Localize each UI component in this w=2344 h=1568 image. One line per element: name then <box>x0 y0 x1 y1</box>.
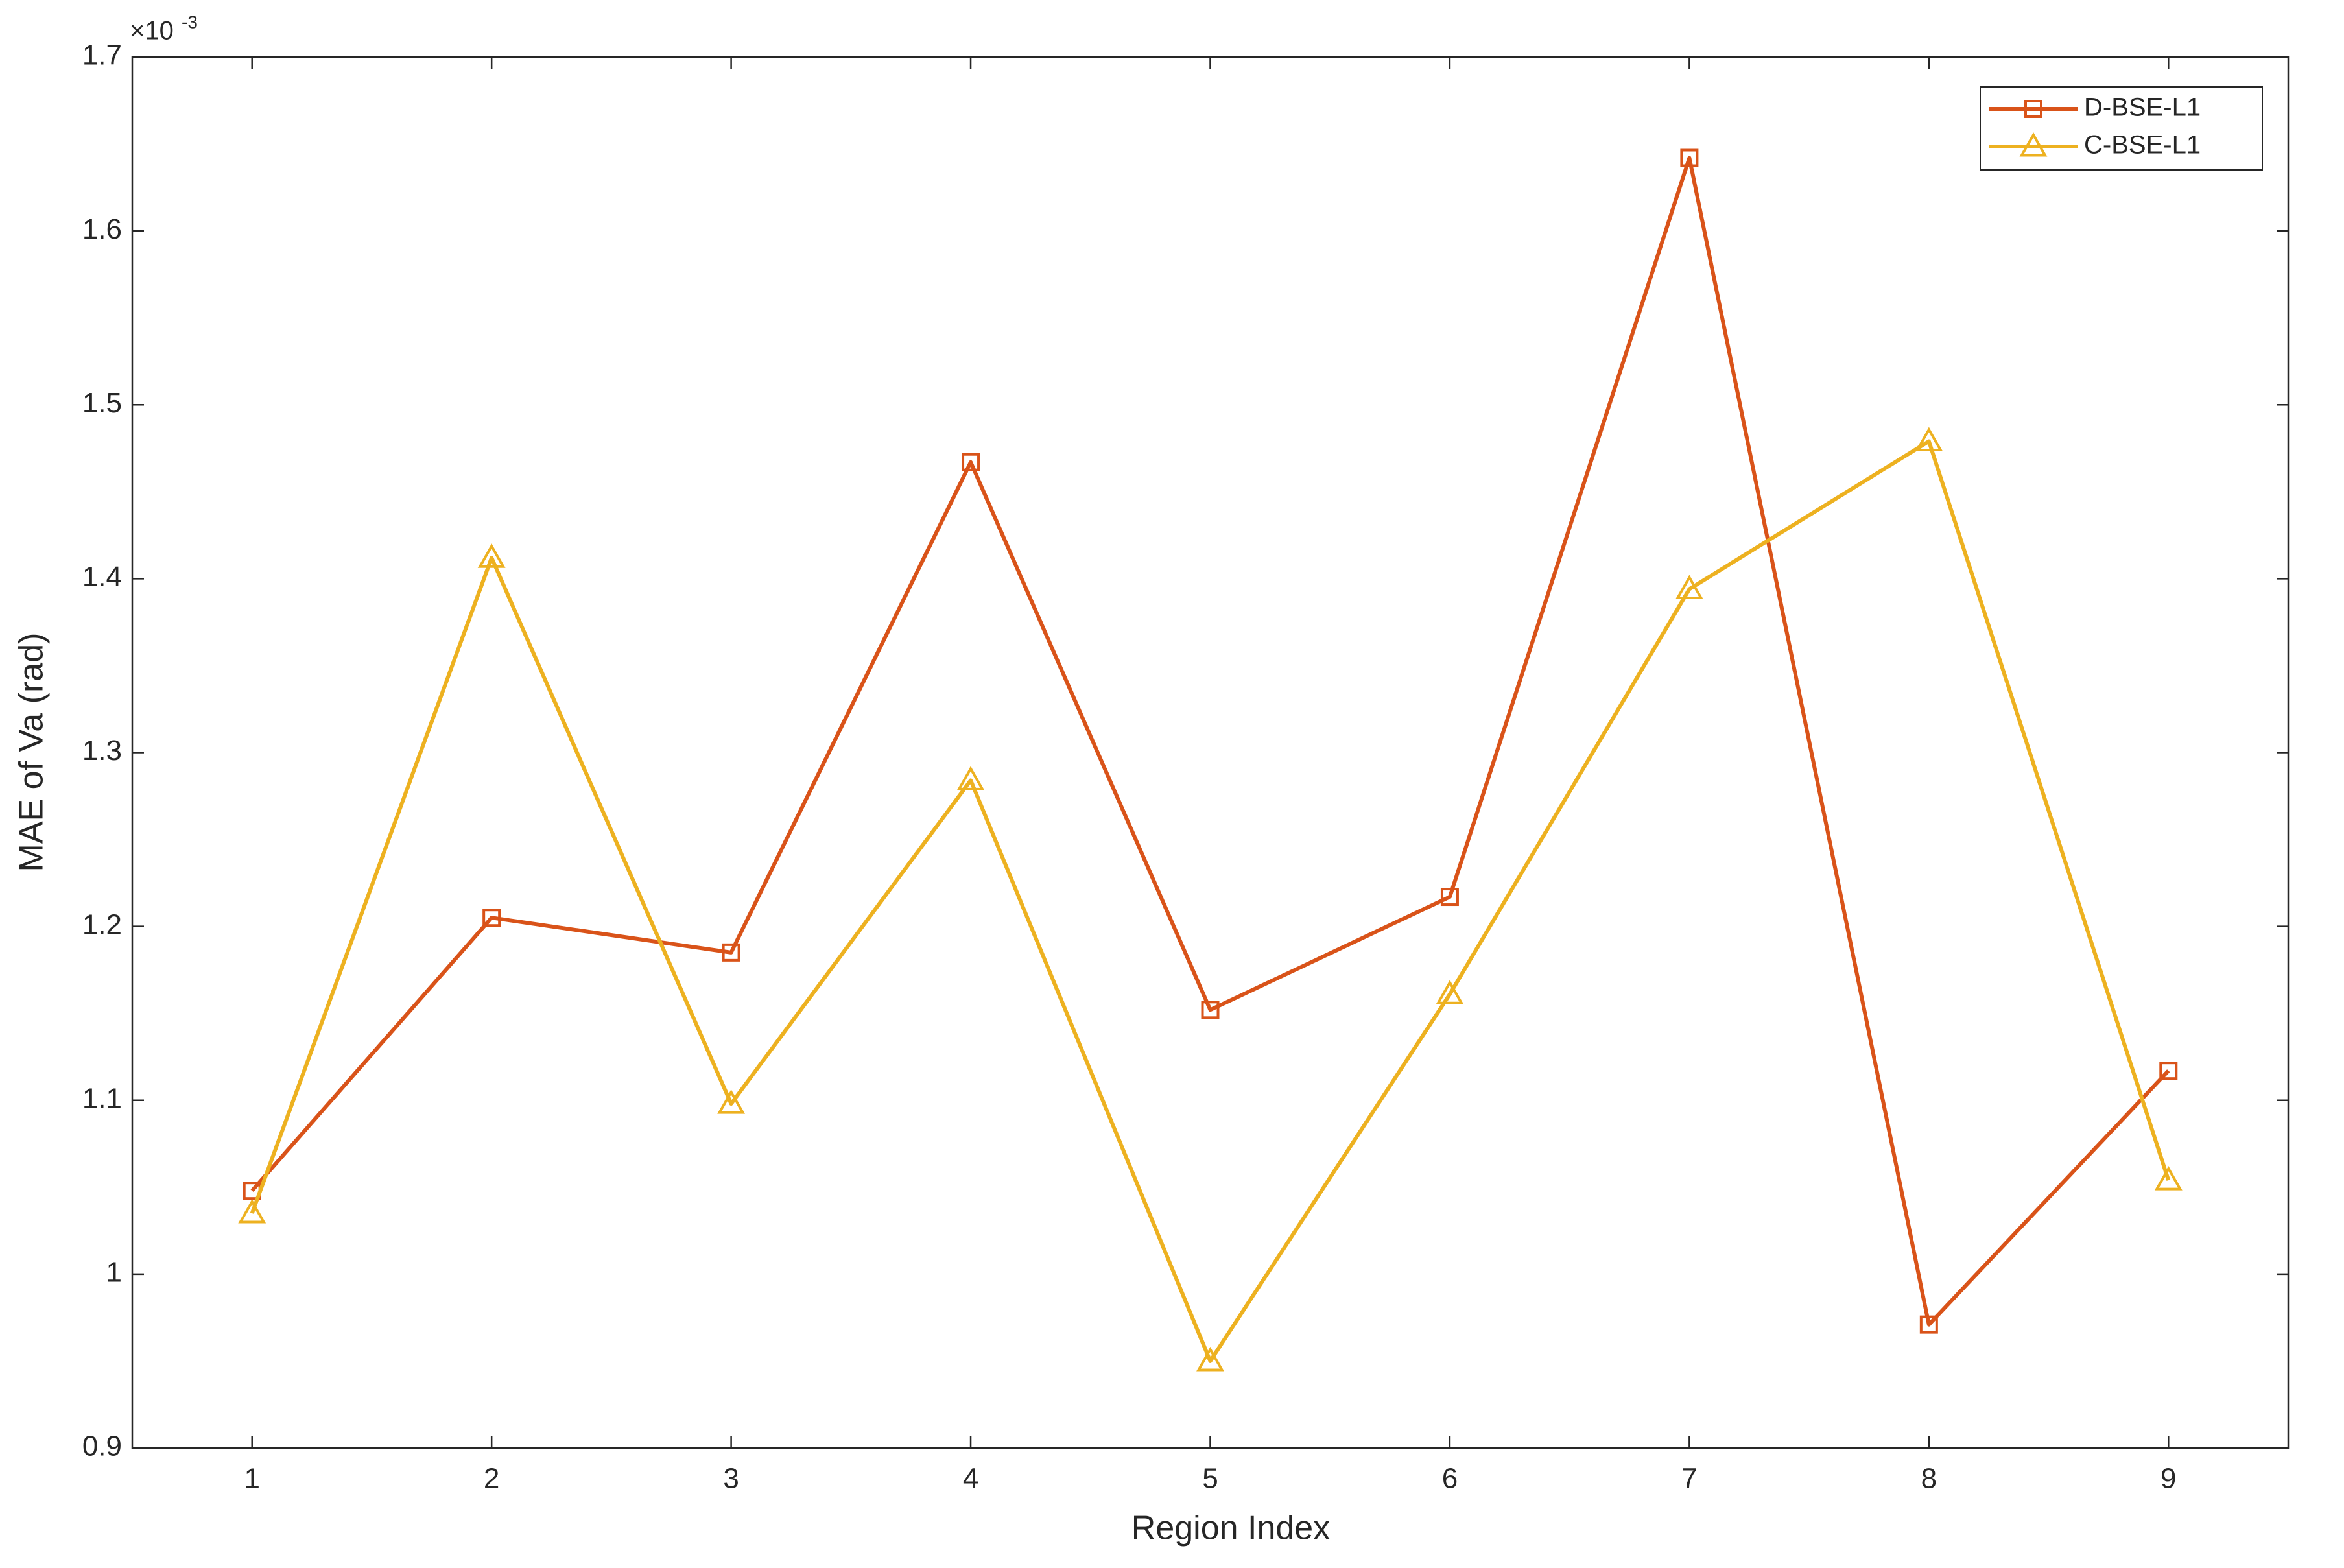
marker <box>238 1199 266 1224</box>
marker <box>1436 980 1464 1004</box>
x-tick-label: 5 <box>1202 1463 1218 1495</box>
marker <box>1196 1346 1224 1372</box>
legend-label: D-BSE-L1 <box>2084 93 2201 122</box>
y-tick-label: 1.1 <box>82 1082 122 1114</box>
y-axis-label: MAE of Va (rad) <box>13 633 51 872</box>
x-tick-label: 4 <box>963 1463 978 1495</box>
x-tick-label: 2 <box>484 1463 499 1495</box>
y-tick-label: 1.3 <box>82 735 122 766</box>
marker <box>1201 1001 1220 1019</box>
x-tick-label: 3 <box>723 1463 739 1495</box>
marker <box>1919 1315 1938 1334</box>
y-exponent-base: ×10 <box>130 17 174 45</box>
legend-label: C-BSE-L1 <box>2084 131 2201 160</box>
marker <box>1675 575 1703 599</box>
y-tick-label: 0.9 <box>82 1431 122 1462</box>
legend-marker <box>2024 100 2042 118</box>
plot-area <box>131 56 2290 1449</box>
marker <box>717 1089 746 1114</box>
marker <box>2154 1166 2183 1191</box>
marker <box>1680 148 1699 167</box>
marker <box>956 766 985 790</box>
y-tick-label: 1.6 <box>82 213 122 245</box>
y-exponent: -3 <box>182 12 198 32</box>
series-line <box>250 439 2171 1363</box>
x-tick-label: 1 <box>244 1463 259 1495</box>
legend: D-BSE-L1 C-BSE-L1 <box>1980 86 2263 171</box>
y-tick-label: 1.4 <box>82 561 122 593</box>
marker <box>477 543 506 568</box>
y-tick-label: 1.7 <box>82 40 122 71</box>
series-line <box>250 156 2170 1327</box>
y-tick-label: 1.5 <box>82 387 122 419</box>
x-tick-label: 9 <box>2161 1463 2176 1495</box>
x-tick-label: 7 <box>1681 1463 1697 1495</box>
x-axis-label: Region Index <box>1131 1510 1330 1547</box>
marker <box>1440 888 1459 907</box>
marker <box>1915 427 1943 452</box>
marker <box>2159 1062 2178 1080</box>
legend-marker <box>2019 132 2048 157</box>
marker <box>962 453 980 471</box>
marker <box>482 909 501 927</box>
x-tick-label: 6 <box>1442 1463 1458 1495</box>
marker <box>722 943 740 962</box>
y-tick-label: 1.2 <box>82 909 122 940</box>
x-tick-label: 8 <box>1921 1463 1937 1495</box>
y-tick-label: 1 <box>106 1257 122 1289</box>
